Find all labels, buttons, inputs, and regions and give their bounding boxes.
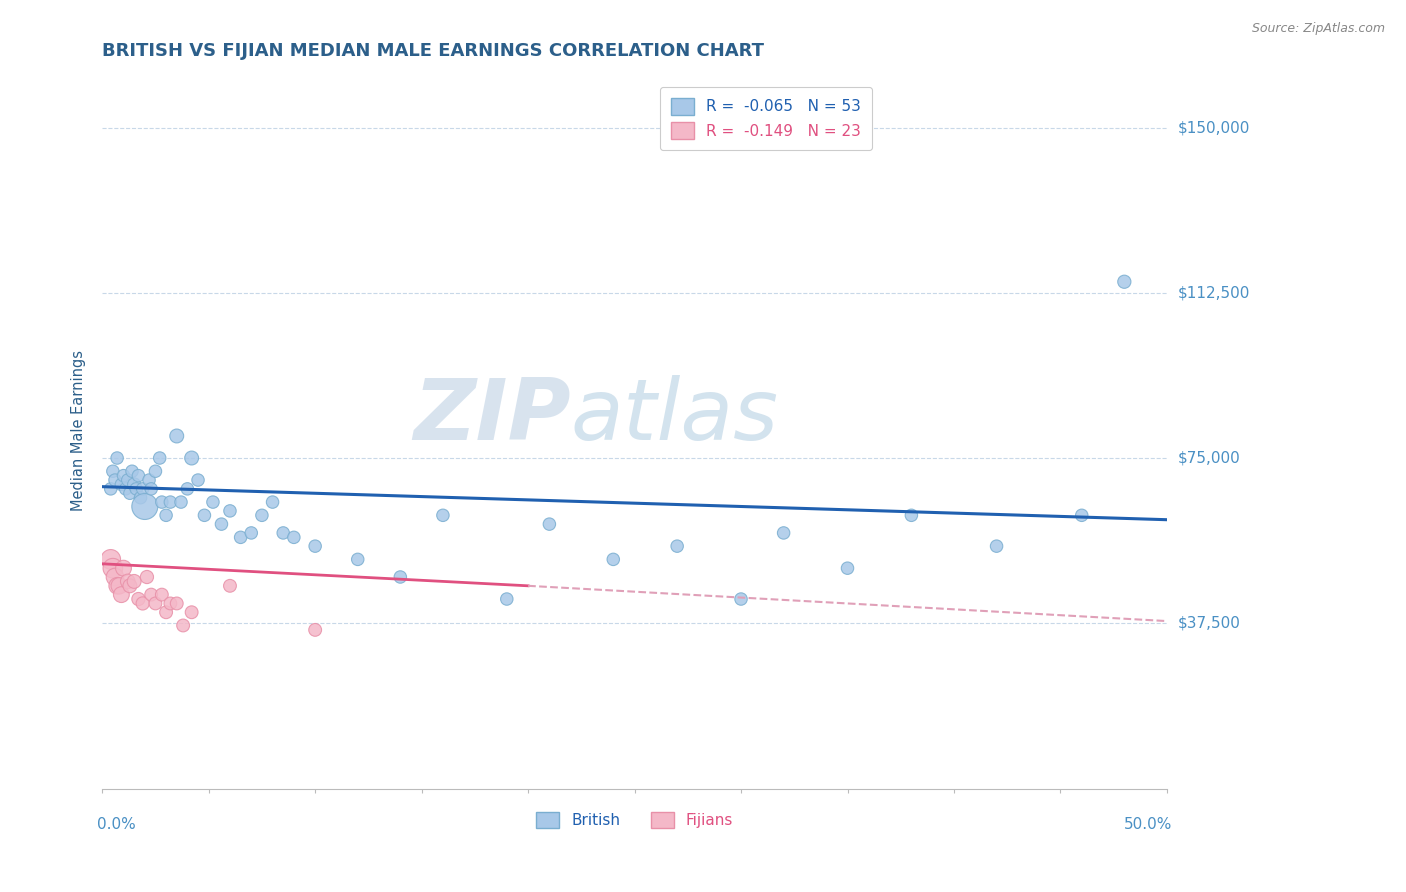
Point (145, 597, 167, 611)
Point (100, 552, 122, 566)
Point (180, 605, 202, 619)
Point (104, 473, 127, 487)
Point (100, 482, 122, 496)
Point (166, 429, 188, 443)
Point (240, 525, 263, 540)
Point (432, 508, 454, 523)
Point (837, 561, 859, 575)
Point (155, 605, 177, 619)
Point (117, 574, 139, 589)
Point (150, 588, 173, 602)
Point (150, 495, 173, 509)
Point (108, 579, 131, 593)
Text: $150,000: $150,000 (1178, 120, 1250, 135)
Point (101, 464, 124, 478)
Point (180, 450, 202, 465)
Text: atlas: atlas (571, 375, 779, 458)
Point (900, 508, 922, 523)
Point (211, 517, 233, 532)
Text: $75,000: $75,000 (1178, 450, 1240, 466)
Point (141, 588, 163, 602)
Point (1114, 275, 1136, 289)
Point (176, 482, 198, 496)
Point (389, 570, 412, 584)
Text: $37,500: $37,500 (1178, 615, 1241, 631)
Point (131, 482, 153, 496)
Point (166, 597, 188, 611)
Point (118, 486, 141, 500)
Point (1070, 508, 1092, 523)
Point (149, 450, 172, 465)
Point (193, 508, 215, 523)
Point (159, 597, 181, 611)
Point (986, 539, 1008, 553)
Text: ZIP: ZIP (413, 375, 571, 458)
Point (104, 570, 127, 584)
Point (346, 552, 368, 566)
Point (304, 539, 326, 553)
Point (172, 618, 194, 632)
Y-axis label: Median Male Earnings: Median Male Earnings (72, 350, 86, 511)
Text: $112,500: $112,500 (1178, 285, 1250, 301)
Point (219, 504, 242, 518)
Point (122, 477, 145, 491)
Point (141, 482, 163, 496)
Point (110, 588, 132, 602)
Point (159, 495, 181, 509)
Point (187, 473, 209, 487)
Point (110, 477, 132, 491)
Text: 0.0%: 0.0% (97, 817, 135, 832)
Point (772, 525, 794, 540)
Point (170, 495, 193, 509)
Point (229, 530, 252, 544)
Point (271, 525, 294, 540)
Point (495, 592, 517, 607)
Point (112, 561, 135, 575)
Point (117, 473, 139, 487)
Point (262, 495, 284, 509)
Point (101, 561, 124, 575)
Point (134, 500, 156, 514)
Text: BRITISH VS FIJIAN MEDIAN MALE EARNINGS CORRELATION CHART: BRITISH VS FIJIAN MEDIAN MALE EARNINGS C… (103, 42, 765, 60)
Point (121, 464, 143, 478)
Point (136, 570, 159, 584)
Point (219, 579, 242, 593)
Point (114, 482, 136, 496)
Point (112, 468, 135, 483)
Point (730, 592, 752, 607)
Point (122, 574, 145, 589)
Text: 50.0%: 50.0% (1123, 817, 1173, 832)
Text: Source: ZipAtlas.com: Source: ZipAtlas.com (1251, 22, 1385, 36)
Point (145, 464, 167, 478)
Point (127, 468, 149, 483)
Point (666, 539, 689, 553)
Point (127, 592, 149, 607)
Point (283, 530, 305, 544)
Point (304, 623, 326, 637)
Point (125, 482, 148, 496)
Point (201, 495, 224, 509)
Point (602, 552, 624, 566)
Point (131, 597, 153, 611)
Point (155, 508, 177, 523)
Point (250, 508, 273, 523)
Point (138, 473, 160, 487)
Legend: British, Fijians: British, Fijians (530, 805, 740, 835)
Point (105, 579, 128, 593)
Point (538, 517, 561, 532)
Point (118, 579, 141, 593)
Point (105, 450, 128, 465)
Point (129, 491, 152, 505)
